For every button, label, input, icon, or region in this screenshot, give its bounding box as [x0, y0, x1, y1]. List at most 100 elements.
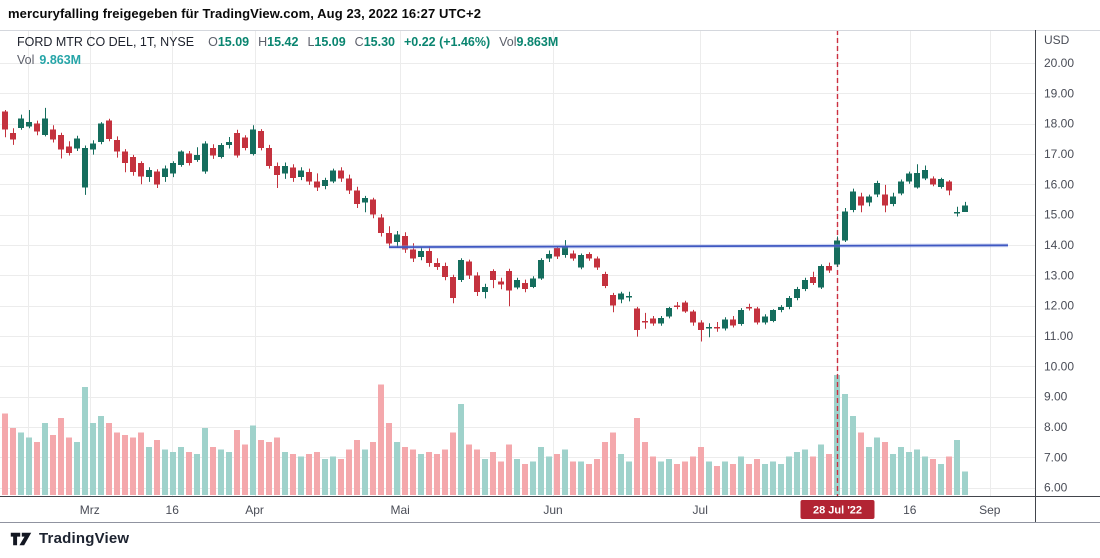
time-axis-label[interactable]: Jul	[693, 503, 708, 517]
candle-body[interactable]	[858, 196, 864, 206]
volume-bar[interactable]	[650, 456, 656, 495]
candle-body[interactable]	[250, 129, 256, 154]
price-tick-label[interactable]: 9.00	[1044, 390, 1068, 404]
candle-body[interactable]	[258, 131, 264, 148]
candle-body[interactable]	[554, 248, 560, 257]
candle-body[interactable]	[626, 296, 632, 298]
candle-body[interactable]	[450, 276, 456, 298]
candle-body[interactable]	[386, 232, 392, 244]
candle-body[interactable]	[930, 178, 936, 185]
volume-bar[interactable]	[658, 461, 664, 495]
candle-body[interactable]	[882, 194, 888, 206]
volume-bar[interactable]	[2, 413, 8, 495]
candle-body[interactable]	[74, 138, 80, 149]
volume-bar[interactable]	[210, 447, 216, 495]
volume-bar[interactable]	[386, 423, 392, 495]
candle-body[interactable]	[210, 147, 216, 156]
price-tick-label[interactable]: 17.00	[1044, 147, 1074, 161]
volume-bar[interactable]	[842, 394, 848, 495]
candle-body[interactable]	[370, 199, 376, 215]
volume-bar[interactable]	[10, 427, 16, 495]
candle-body[interactable]	[346, 178, 352, 191]
volume-bar[interactable]	[770, 461, 776, 495]
volume-bar[interactable]	[610, 432, 616, 495]
legend[interactable]: FORD MTR CO DEL, 1T, NYSE O15.09 H15.42 L15…	[17, 35, 567, 67]
volume-bar[interactable]	[258, 439, 264, 495]
candle-body[interactable]	[914, 173, 920, 188]
candle-body[interactable]	[90, 143, 96, 150]
volume-bar[interactable]	[754, 459, 760, 495]
candle-body[interactable]	[602, 273, 608, 286]
volume-bar[interactable]	[242, 444, 248, 495]
candle-body[interactable]	[2, 111, 8, 130]
candle-body[interactable]	[242, 137, 248, 148]
candle-body[interactable]	[498, 281, 504, 285]
volume-bar[interactable]	[42, 423, 48, 495]
price-tick-label[interactable]: 20.00	[1044, 56, 1074, 70]
volume-bar[interactable]	[938, 463, 944, 495]
volume-bar[interactable]	[890, 454, 896, 495]
volume-bar[interactable]	[370, 442, 376, 495]
volume-bar[interactable]	[290, 454, 296, 495]
candle-body[interactable]	[754, 308, 760, 323]
candle-body[interactable]	[66, 146, 72, 154]
candle-body[interactable]	[218, 144, 224, 157]
candle-body[interactable]	[202, 143, 208, 172]
candle-body[interactable]	[650, 318, 656, 324]
price-tick-label[interactable]: 13.00	[1044, 268, 1074, 282]
candle-body[interactable]	[770, 310, 776, 321]
volume-bar[interactable]	[98, 415, 104, 495]
candle-body[interactable]	[578, 255, 584, 268]
volume-bar[interactable]	[410, 449, 416, 495]
price-tick-label[interactable]: 16.00	[1044, 177, 1074, 191]
volume-bar[interactable]	[570, 461, 576, 495]
volume-bar[interactable]	[330, 456, 336, 495]
candle-body[interactable]	[810, 276, 816, 283]
candle-body[interactable]	[178, 151, 184, 165]
candle-body[interactable]	[698, 322, 704, 330]
volume-bar[interactable]	[522, 463, 528, 495]
candle-body[interactable]	[714, 326, 720, 329]
volume-bar[interactable]	[458, 403, 464, 495]
candle-body[interactable]	[306, 172, 312, 182]
volume-bar[interactable]	[866, 447, 872, 495]
volume-bar[interactable]	[954, 439, 960, 495]
volume-bar[interactable]	[226, 451, 232, 495]
candle-body[interactable]	[194, 154, 200, 161]
volume-bar[interactable]	[154, 439, 160, 495]
candle-body[interactable]	[922, 170, 928, 179]
volume-bar[interactable]	[858, 432, 864, 495]
candle-body[interactable]	[674, 305, 680, 308]
candle-body[interactable]	[562, 245, 568, 255]
volume-bar[interactable]	[250, 425, 256, 495]
volume-bar[interactable]	[50, 435, 56, 495]
volume-bar[interactable]	[738, 456, 744, 495]
price-tick-label[interactable]: 11.00	[1044, 329, 1073, 343]
candle-body[interactable]	[538, 260, 544, 279]
candle-body[interactable]	[762, 316, 768, 323]
candle-body[interactable]	[522, 282, 528, 289]
price-tick-label[interactable]: 19.00	[1044, 86, 1074, 100]
price-tick-label[interactable]: 6.00	[1044, 481, 1068, 495]
volume-bar[interactable]	[402, 447, 408, 495]
volume-bar[interactable]	[794, 451, 800, 495]
candle-body[interactable]	[458, 260, 464, 280]
candle-body[interactable]	[82, 147, 88, 188]
candle-body[interactable]	[834, 240, 840, 265]
volume-bar[interactable]	[394, 442, 400, 495]
volume-bar[interactable]	[442, 449, 448, 495]
candle-body[interactable]	[866, 196, 872, 203]
volume-bar[interactable]	[106, 423, 112, 495]
volume-bar[interactable]	[690, 456, 696, 495]
volume-bar[interactable]	[146, 447, 152, 495]
price-tick-label[interactable]: 7.00	[1044, 450, 1068, 464]
candle-body[interactable]	[226, 141, 232, 145]
volume-bar[interactable]	[298, 456, 304, 495]
candle-body[interactable]	[186, 153, 192, 164]
volume-bar[interactable]	[362, 449, 368, 495]
candle-body[interactable]	[802, 279, 808, 289]
candle-body[interactable]	[442, 266, 448, 277]
volume-bar[interactable]	[378, 384, 384, 495]
volume-bar[interactable]	[450, 432, 456, 495]
candle-body[interactable]	[850, 191, 856, 211]
